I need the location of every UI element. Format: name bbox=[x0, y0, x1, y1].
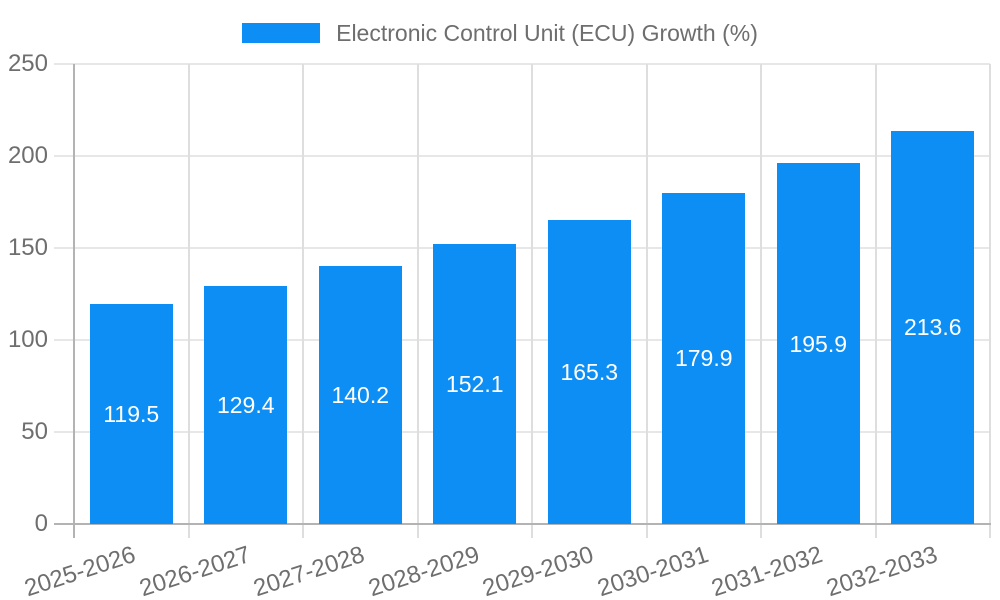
bar[interactable]: 195.9 bbox=[776, 163, 860, 524]
gridline-vertical bbox=[989, 63, 991, 524]
bar-value-label: 179.9 bbox=[674, 345, 733, 372]
y-axis-tick-label: 0 bbox=[34, 510, 48, 537]
y-axis-tick bbox=[54, 246, 74, 249]
bar-value-label: 152.1 bbox=[445, 370, 504, 397]
y-axis-tick-label: 150 bbox=[7, 233, 48, 261]
x-axis-tick bbox=[416, 524, 419, 538]
x-axis-tick-label: 2029-2030 bbox=[479, 541, 598, 600]
y-axis-tick bbox=[54, 62, 74, 65]
x-axis-tick-label: 2028-2029 bbox=[365, 541, 483, 600]
y-axis-line bbox=[73, 63, 75, 524]
gridline-vertical bbox=[874, 63, 877, 524]
x-axis-line bbox=[73, 523, 991, 525]
gridline-vertical bbox=[302, 63, 304, 524]
legend-swatch bbox=[242, 23, 321, 43]
x-axis-tick-label: 2025-2026 bbox=[21, 541, 140, 600]
bar[interactable]: 213.6 bbox=[891, 130, 975, 524]
x-axis-tick-label: 2032-2033 bbox=[823, 541, 941, 600]
gridline-vertical bbox=[416, 63, 419, 524]
bar-value-label: 129.4 bbox=[216, 391, 275, 418]
x-axis-tick-label: 2030-2031 bbox=[594, 541, 712, 600]
y-axis-tick-label: 200 bbox=[7, 141, 48, 169]
x-axis-tick bbox=[531, 524, 533, 538]
bar[interactable]: 129.4 bbox=[204, 285, 288, 524]
gridline-vertical bbox=[531, 63, 533, 524]
gridline-vertical bbox=[760, 63, 762, 524]
y-axis-tick bbox=[54, 523, 74, 525]
bar[interactable]: 119.5 bbox=[89, 303, 173, 524]
bar[interactable]: 140.2 bbox=[318, 265, 402, 524]
gridline-vertical bbox=[645, 63, 648, 524]
bar[interactable]: 152.1 bbox=[433, 243, 517, 524]
x-axis-tick bbox=[989, 524, 991, 538]
x-axis-tick-label: 2031-2032 bbox=[708, 541, 827, 600]
gridline-vertical bbox=[187, 63, 190, 524]
bar[interactable]: 179.9 bbox=[662, 192, 746, 524]
x-axis-tick-label: 2026-2027 bbox=[136, 541, 254, 600]
y-axis-tick bbox=[54, 430, 74, 433]
y-axis-tick-label: 250 bbox=[7, 49, 48, 77]
bar-value-label: 195.9 bbox=[789, 330, 848, 357]
bar[interactable]: 165.3 bbox=[547, 219, 631, 524]
bar-value-label: 213.6 bbox=[903, 314, 962, 341]
x-axis-tick bbox=[73, 524, 75, 538]
y-axis-tick bbox=[54, 338, 74, 341]
legend-label: Electronic Control Unit (ECU) Growth (%) bbox=[336, 20, 758, 46]
y-axis-tick-label: 100 bbox=[7, 325, 48, 353]
x-axis-tick bbox=[187, 524, 190, 538]
bar-value-label: 119.5 bbox=[103, 400, 160, 427]
x-axis-tick-label: 2027-2028 bbox=[250, 541, 369, 600]
x-axis-tick bbox=[874, 524, 877, 538]
y-axis-tick-label: 50 bbox=[21, 417, 48, 445]
bar-value-label: 140.2 bbox=[331, 381, 390, 408]
x-axis-tick bbox=[760, 524, 762, 538]
legend-item[interactable]: Electronic Control Unit (ECU) Growth (%) bbox=[0, 20, 1000, 46]
x-axis-tick bbox=[302, 524, 304, 538]
y-axis-tick bbox=[54, 154, 74, 157]
bar-value-label: 165.3 bbox=[560, 358, 619, 385]
x-axis-tick bbox=[645, 524, 648, 538]
